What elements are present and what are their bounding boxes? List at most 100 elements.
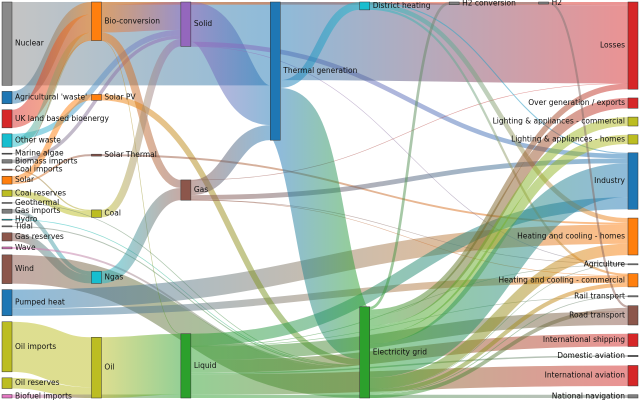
node (448, 1, 460, 5)
node-label: Solar (15, 175, 35, 184)
node-label: Wind (15, 264, 34, 273)
node-label: Road transport (569, 310, 625, 319)
node-label: Lighting & appliances - homes (511, 134, 625, 143)
node (1, 133, 13, 148)
link (548, 2, 629, 308)
link (10, 14, 93, 128)
node-label: Electricity grid (373, 347, 428, 356)
node (1, 289, 13, 317)
node (1, 232, 13, 242)
link (100, 187, 182, 284)
link (368, 163, 629, 378)
link (459, 4, 629, 6)
node-label: Coal (104, 209, 121, 218)
node (91, 209, 102, 218)
link (369, 2, 450, 310)
node (1, 218, 13, 221)
node (1, 109, 13, 129)
node-label: Gas reserves (15, 232, 64, 241)
link (190, 83, 629, 181)
node (91, 94, 102, 101)
node-label: Hydro (15, 215, 38, 224)
node (627, 273, 639, 288)
node (627, 394, 639, 399)
node (1, 91, 13, 105)
node-label: Marine algae (15, 149, 64, 158)
node-label: District heating (373, 1, 431, 10)
node-label: Oil reserves (15, 378, 60, 387)
link (100, 38, 182, 218)
link (190, 158, 629, 200)
link (11, 40, 92, 154)
node-label: Wave (15, 243, 36, 252)
node-label: Solid (194, 19, 213, 28)
node-label: H2 conversion (462, 0, 516, 7)
node (1, 321, 13, 373)
link (11, 29, 181, 140)
node (270, 1, 281, 141)
node-label: Oil imports (15, 342, 56, 351)
link (187, 2, 274, 126)
node-label: Pumped heat (15, 298, 65, 307)
link (11, 169, 92, 212)
node (1, 246, 13, 250)
node (91, 1, 102, 41)
node-label: Lighting & appliances - commercial (493, 117, 625, 126)
node (1, 159, 13, 164)
link (11, 377, 92, 398)
link (101, 333, 182, 399)
node (1, 175, 13, 185)
node (627, 355, 639, 357)
node-label: Biomass imports (15, 156, 78, 165)
node (359, 306, 370, 399)
link (11, 94, 92, 183)
node (627, 116, 639, 127)
node-label: H2 (552, 0, 563, 7)
node-label: International aviation (545, 371, 626, 380)
node-label: Agriculture (584, 259, 626, 268)
links (10, 1, 629, 399)
node-label: Liquid (194, 361, 217, 370)
node-label: Industry (594, 176, 625, 185)
node (180, 1, 192, 47)
node-label: National navigation (552, 391, 625, 400)
node (180, 179, 192, 201)
node-label: Agricultural 'waste' (15, 93, 87, 102)
link (190, 199, 629, 265)
link (101, 40, 181, 335)
link (369, 117, 629, 335)
link (11, 154, 92, 185)
node-label: Coal reserves (15, 188, 66, 197)
node (1, 254, 13, 284)
node (1, 394, 13, 399)
node-label: Heating and cooling - homes (517, 232, 625, 241)
node (627, 333, 639, 347)
node-label: UK land based bioenergy (15, 114, 110, 123)
node-label: Gas (194, 185, 208, 194)
node (627, 97, 639, 109)
node (538, 1, 549, 5)
node-label: Losses (600, 41, 625, 50)
link (280, 2, 629, 84)
link (268, 88, 372, 359)
node-label: Gas imports (15, 206, 60, 215)
link (369, 134, 629, 344)
link (101, 2, 181, 33)
link (279, 2, 361, 89)
node (180, 333, 192, 399)
node (359, 1, 370, 11)
node (91, 153, 102, 157)
node-label: International shipping (543, 335, 625, 344)
node-label: Solar Thermal (104, 150, 156, 159)
node-label: Domestic aviation (557, 351, 625, 360)
node-label: Over generation / exports (528, 98, 625, 107)
node-label: Tidal (14, 221, 33, 230)
node-label: Coal imports (15, 165, 63, 174)
node (1, 152, 13, 155)
node (91, 336, 102, 399)
link (190, 125, 272, 196)
link (11, 32, 93, 148)
